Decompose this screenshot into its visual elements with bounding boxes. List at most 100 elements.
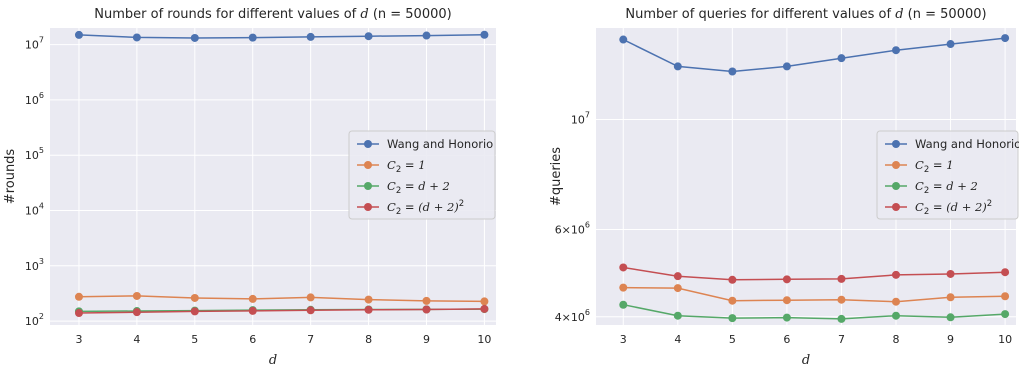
data-point [728,314,737,323]
legend-expr: (d + 2) [946,200,987,214]
data-point [480,30,489,39]
tick-base: 10 [25,205,39,218]
x-tick-label: 9 [947,333,954,346]
legend-label: Wang and Honorio [915,137,1019,151]
series-line [78,295,485,303]
x-tick-label: 8 [893,333,900,346]
x-tick-label: 7 [838,333,845,346]
y-tick-label: 104 [25,202,44,218]
data-point [946,269,955,278]
data-point [619,300,628,309]
data-point [946,40,955,49]
legend-marker [364,203,372,211]
tick-multiplier: 4× [555,311,571,324]
data-point [1001,34,1010,43]
title-suffix: (n = 50000) [904,7,987,22]
legend-c: C [387,179,396,193]
data-point [306,306,315,315]
x-tick-label: 10 [998,333,1012,346]
legend-subscript: 2 [924,207,929,217]
tick-base: 10 [25,260,39,273]
legend-marker [892,140,900,148]
legend-label: C2 = d + 2 [387,179,450,196]
data-point [673,62,682,71]
x-tick-label: 5 [191,333,198,346]
legend-marker [364,182,372,190]
x-tick-label: 9 [423,333,430,346]
data-point [892,311,900,320]
legend-c: C [915,158,924,172]
legend-marker [364,161,372,169]
series-line [623,303,1006,320]
title-variable: d [360,7,368,22]
x-tick-label: 4 [674,333,681,346]
data-point [74,309,83,318]
data-point [364,295,373,304]
legend-equals: = [929,158,946,172]
legend-text: Wang and Honorio [915,137,1019,151]
x-tick-label: 6 [783,333,790,346]
data-point [892,46,900,55]
data-point [837,295,846,304]
data-point [892,270,900,279]
x-tick-label: 8 [365,333,372,346]
legend-subscript: 2 [924,165,929,175]
tick-base: 10 [25,149,39,162]
data-point [673,311,682,320]
tick-exponent: 6 [585,220,590,229]
x-tick-label: 4 [133,333,140,346]
data-point [619,263,628,272]
y-tick-label: 102 [25,312,44,328]
data-point [306,32,315,41]
y-axis-label: #queries [549,147,564,206]
chart-title: Number of queries for different values o… [625,7,986,22]
legend-equals: = [929,200,946,214]
tick-exponent: 7 [39,36,44,45]
legend-equals: = [929,179,946,193]
data-point [132,291,141,300]
legend-box [876,130,1019,220]
legend-marker [892,203,900,211]
data-point [837,274,846,283]
data-point [782,62,791,71]
data-point [190,293,199,302]
legend-subscript: 2 [396,207,401,217]
tick-base: 10 [571,223,585,236]
tick-multiplier: 6× [555,223,571,236]
x-tick-label: 7 [307,333,314,346]
tick-exponent: 6 [39,91,44,100]
title-variable: d [895,7,903,22]
chart-title: Number of rounds for different values of… [94,7,451,22]
x-axis-label: d [802,353,810,368]
data-point [306,293,315,302]
legend-equals: = [401,158,418,172]
data-point [728,275,737,284]
data-point [619,283,628,292]
tick-exponent: 5 [39,146,44,155]
legend-label: C2 = 1 [915,158,954,175]
legend-label: C2 = d + 2 [915,179,978,196]
data-point [74,30,83,39]
data-point [74,292,83,301]
legend-expr: 1 [418,158,425,172]
data-point [782,313,791,322]
legend-marker [364,140,372,148]
legend-label: C2 = (d + 2)2 [387,199,464,217]
tick-base: 10 [25,94,39,107]
tick-base: 10 [571,114,585,127]
data-point [673,284,682,293]
legend-subscript: 2 [396,165,401,175]
data-point [673,272,682,281]
tick-base: 10 [571,311,585,324]
y-tick-label: 4×106 [555,308,590,324]
tick-exponent: 4 [39,202,44,211]
legend-expr: (d + 2) [418,200,459,214]
data-point [364,32,373,41]
y-tick-label: 103 [25,257,44,273]
data-point [946,313,955,322]
data-point [837,54,846,63]
legend-text: Wang and Honorio [387,137,493,151]
